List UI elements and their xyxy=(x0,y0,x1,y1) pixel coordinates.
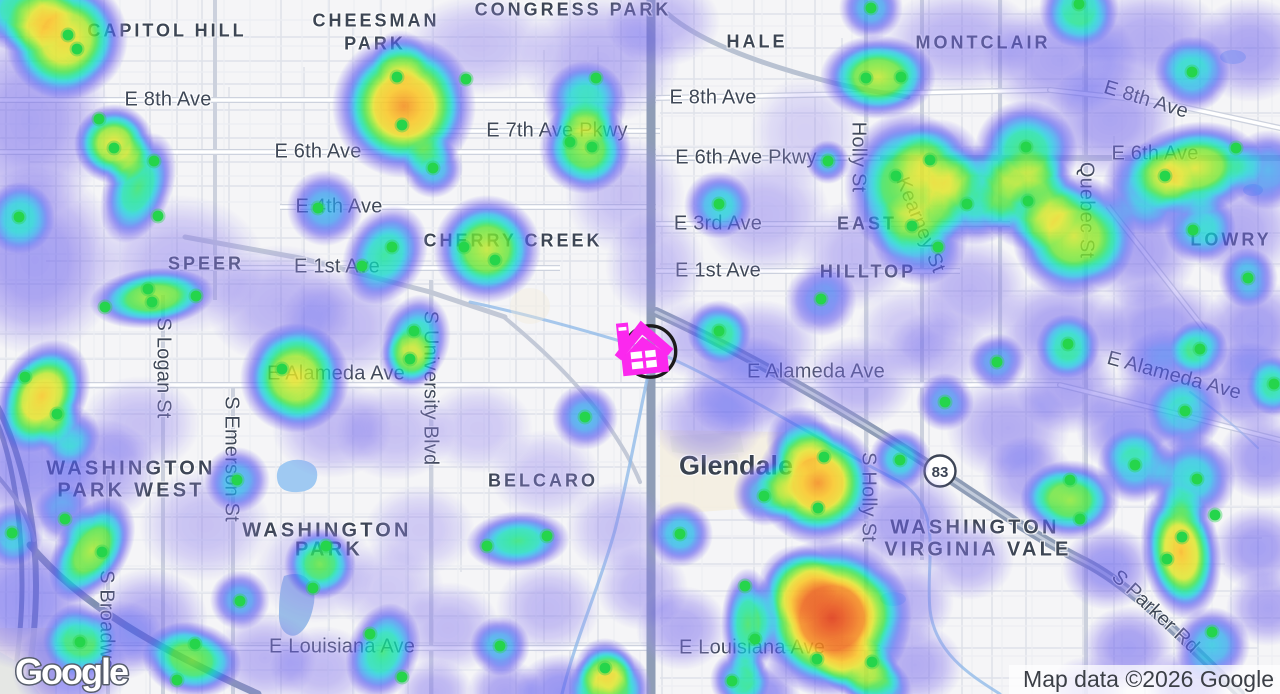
svg-text:Google: Google xyxy=(15,651,128,692)
svg-text:83: 83 xyxy=(932,464,949,481)
